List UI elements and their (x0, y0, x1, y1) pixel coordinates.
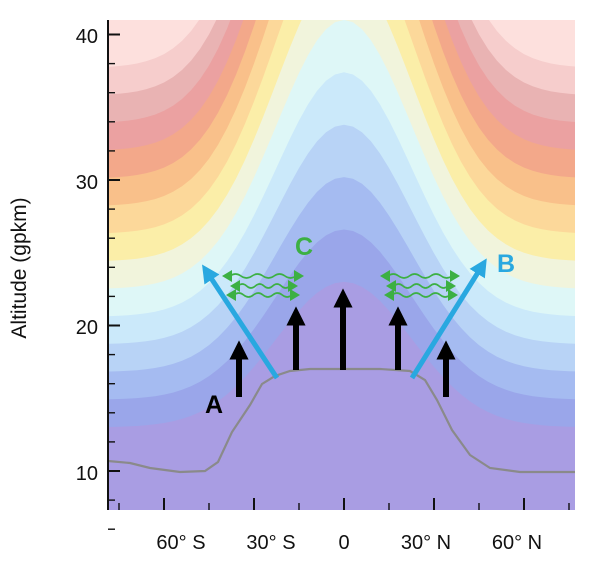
altitude-color-bands (108, 20, 575, 510)
x-axis-tick-marks (118, 498, 570, 510)
x-tick-label-60n: 60° N (492, 532, 542, 554)
mixing-arrowhead (226, 289, 236, 301)
mixing-wave (391, 292, 451, 298)
label-a: A (205, 391, 223, 419)
label-c: C (295, 233, 313, 261)
mixing-wave (229, 273, 297, 279)
x-tick-label-60s: 60° S (156, 532, 205, 554)
mixing-arrowhead (290, 289, 300, 301)
tropopause-region (108, 369, 575, 510)
mixing-wave (237, 283, 291, 289)
y-axis-tick-marks (108, 33, 120, 530)
mixing-arrowhead (230, 280, 240, 292)
upwelling-arrows (229, 288, 456, 397)
mixing-wave (393, 283, 449, 289)
x-tick-label-0: 0 (338, 532, 349, 554)
poleward-arrow-north (409, 258, 487, 380)
mixing-arrowhead (446, 280, 456, 292)
label-b: B (497, 250, 515, 278)
y-tick-label-10: 10 (76, 463, 98, 485)
poleward-transport-arrows (202, 258, 487, 380)
mixing-arrowhead (450, 270, 460, 282)
y-tick-label-30: 30 (76, 172, 98, 194)
tropopause-line (108, 367, 575, 474)
x-axis-tick-labels: 60° S 30° S 0 30° N 60° N (156, 532, 542, 554)
mixing-arrowhead (294, 270, 304, 282)
mixing-wave (387, 273, 453, 279)
mixing-arrowhead (386, 280, 396, 292)
x-tick-label-30s: 30° S (246, 532, 295, 554)
y-tick-label-40: 40 (76, 26, 98, 48)
mixing-arrowhead (448, 289, 458, 301)
y-tick-label-20: 20 (76, 317, 98, 339)
mixing-arrowhead (384, 289, 394, 301)
poleward-arrow-south (202, 264, 280, 380)
mixing-wave (233, 292, 293, 298)
x-tick-label-30n: 30° N (401, 532, 451, 554)
y-axis-tick-labels: 10 20 30 40 (76, 26, 98, 485)
y-axis-title: Altitude (gpkm) (8, 197, 31, 338)
mixing-arrowhead (222, 270, 232, 282)
mixing-arrowhead (288, 280, 298, 292)
mixing-arrowhead (380, 270, 390, 282)
mixing-arrows (222, 270, 460, 301)
